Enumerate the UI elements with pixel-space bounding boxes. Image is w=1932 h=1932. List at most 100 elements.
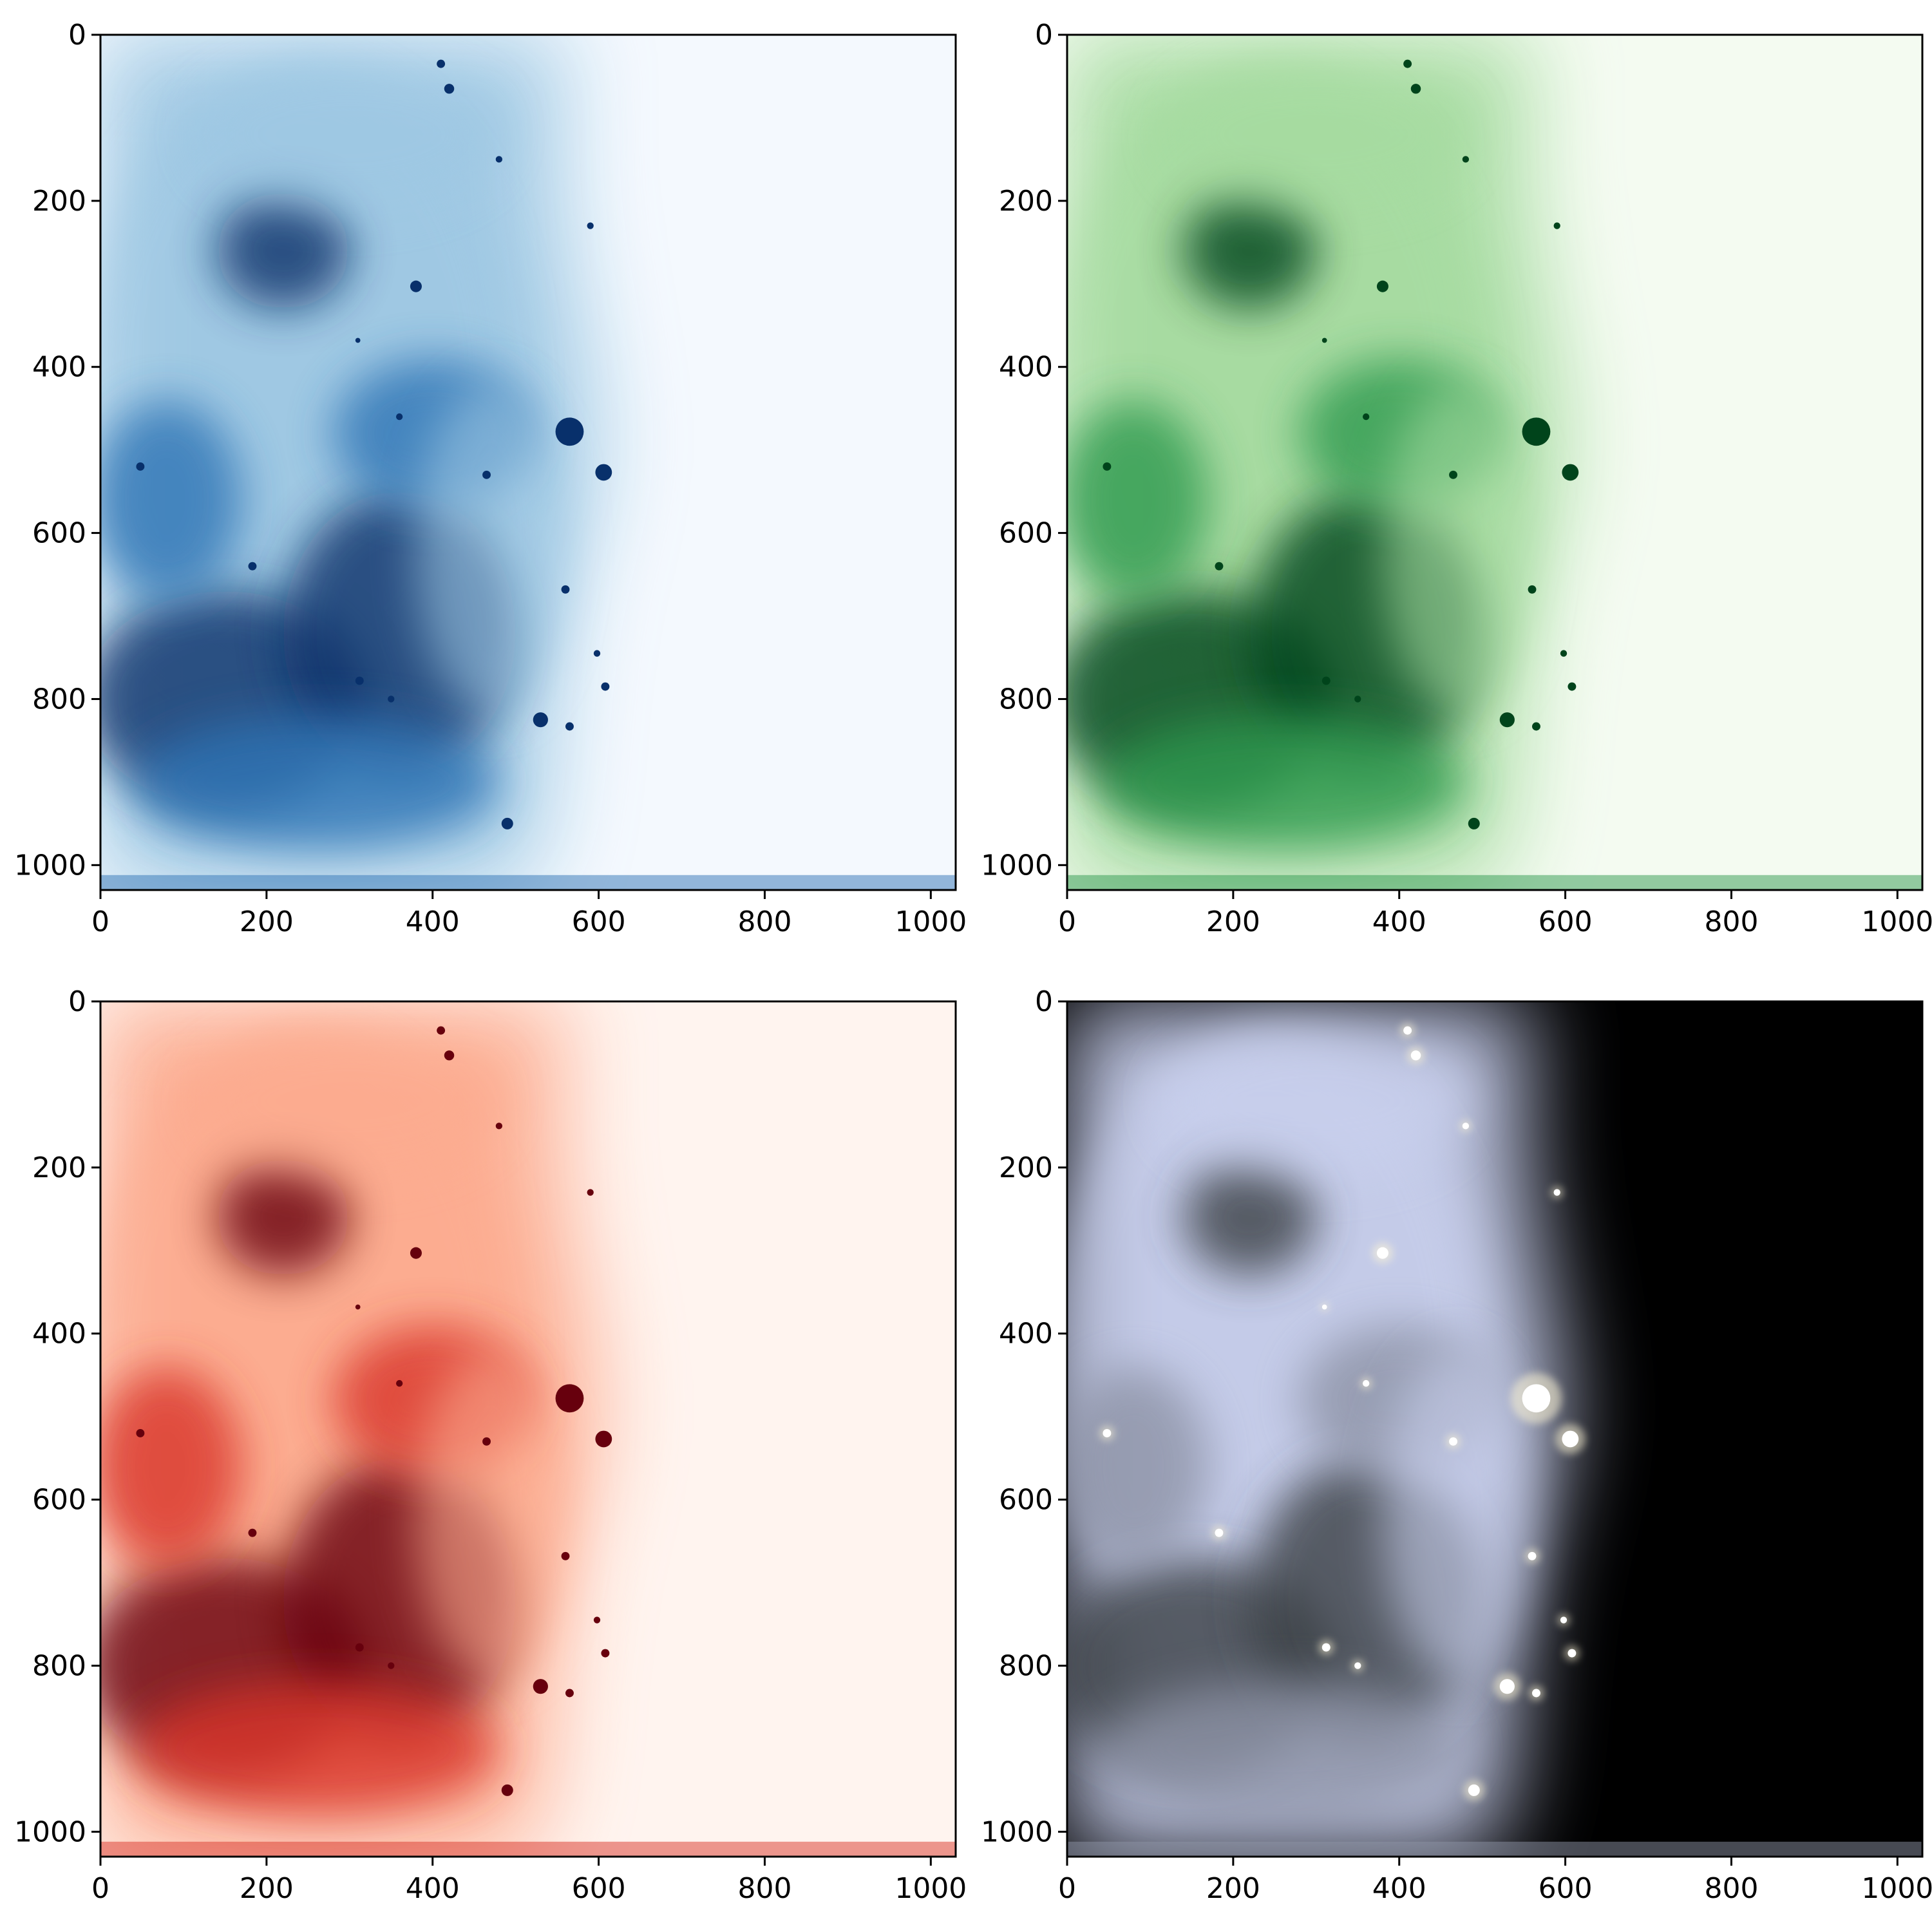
stars-composite [1099,1023,1586,1801]
x-tick-label-composite-0: 0 [1058,1872,1076,1905]
star-red-14 [495,1122,503,1130]
nebula-image-red [100,1001,956,1857]
x-tick-label-red-3: 600 [572,1872,626,1905]
panel-red: 0 200 400 600 800 1000 0 200 400 600 800 1000 [14,985,967,1905]
star-blue-9 [561,585,570,594]
star-blue-4 [595,464,612,481]
star-blue-13 [587,222,594,229]
star-blue-14 [495,156,503,163]
nebula-feature-composite-6 [1166,1026,1466,1176]
star-blue-5 [533,712,548,728]
detector-edge-green [1067,875,1922,890]
star-blue-15 [355,337,361,343]
nebula-feature-blue-7 [133,715,499,849]
star-composite-9 [1528,1551,1537,1560]
y-axis-blue: 0 200 400 600 800 1000 [14,19,100,882]
star-green-1 [1410,84,1421,94]
y-tick-label-green-4: 800 [999,683,1053,715]
y-tick-label-blue-4: 800 [32,683,86,715]
y-tick-label-red-1: 200 [32,1151,86,1184]
nebula-image-blue [100,35,956,890]
nebula-feature-red-5 [100,1367,242,1566]
star-composite-19 [1354,1662,1361,1669]
star-green-15 [1321,337,1327,343]
star-blue-6 [501,817,513,829]
axes-frame-green [1066,33,1924,891]
star-red-17 [482,1437,491,1446]
stars-red [136,1026,612,1796]
x-tick-label-composite-2: 400 [1372,1872,1426,1905]
y-tick-label-composite-1: 200 [999,1151,1053,1184]
y-tick-label-red-4: 800 [32,1649,86,1682]
y-tick-label-green-5: 1000 [981,849,1053,882]
y-axis-green: 0 200 400 600 800 1000 [981,19,1067,882]
axes-frame-blue [99,33,957,891]
star-blue-2 [410,280,422,292]
star-green-2 [1376,280,1388,292]
nebula-feature-red-7 [133,1682,499,1815]
x-tick-label-red-2: 400 [406,1872,460,1905]
y-tick-label-blue-3: 600 [32,517,86,550]
axes-frame-red [99,1000,957,1858]
star-red-3 [555,1384,584,1413]
nebula-feature-red-3 [216,1159,350,1276]
x-tick-label-green-2: 400 [1372,905,1426,938]
star-composite-5 [1499,1679,1515,1694]
y-tick-label-composite-2: 400 [999,1318,1053,1350]
x-tick-label-composite-1: 200 [1206,1872,1260,1905]
star-red-18 [355,1643,364,1652]
x-tick-label-composite-3: 600 [1539,1872,1593,1905]
stars-green [1103,59,1579,829]
star-red-9 [561,1551,570,1560]
panel-green: 0 200 400 600 800 1000 0 200 400 600 800 1000 [981,19,1932,938]
star-red-0 [437,1026,446,1035]
axes-frame-composite [1066,1000,1924,1858]
y-tick-label-red-2: 400 [32,1318,86,1350]
star-blue-3 [555,417,584,446]
star-green-17 [1449,470,1457,479]
nebula-feature-blue-5 [100,400,242,600]
star-green-14 [1462,156,1470,163]
star-blue-1 [444,84,455,94]
y-tick-label-green-0: 0 [1035,19,1053,52]
star-composite-8 [1215,1528,1224,1537]
star-green-4 [1562,464,1579,481]
y-tick-label-blue-5: 1000 [14,849,86,882]
nebula-feature-blue-3 [216,192,350,309]
x-tick-label-blue-3: 600 [572,905,626,938]
star-green-5 [1499,712,1515,728]
star-composite-11 [1567,1649,1577,1658]
star-red-6 [501,1784,513,1796]
nebula-feature-blue-8 [415,383,566,716]
star-green-11 [1567,682,1577,691]
star-blue-0 [437,59,446,68]
detector-edge-blue [100,875,956,890]
y-tick-label-green-3: 600 [999,517,1053,550]
star-green-7 [1103,462,1112,471]
x-tick-label-red-4: 800 [737,1872,791,1905]
nebula-image-composite [1067,1001,1922,1857]
x-tick-label-blue-5: 1000 [895,905,967,938]
star-blue-11 [601,682,610,691]
x-axis-red: 0 200 400 600 800 1000 [91,1857,967,1905]
star-composite-6 [1468,1784,1480,1796]
nebula-feature-green-3 [1183,192,1316,309]
star-green-16 [1362,413,1370,421]
star-green-19 [1354,696,1361,703]
star-composite-2 [1376,1247,1388,1259]
y-tick-label-composite-5: 1000 [981,1815,1053,1848]
star-composite-13 [1553,1189,1560,1196]
x-tick-label-green-3: 600 [1539,905,1593,938]
star-green-18 [1321,676,1331,685]
star-red-13 [587,1189,594,1196]
x-axis-blue: 0 200 400 600 800 1000 [91,890,967,938]
stars-blue [136,59,612,829]
star-green-13 [1553,222,1560,229]
star-composite-18 [1321,1643,1331,1652]
y-tick-label-composite-3: 600 [999,1484,1053,1517]
star-red-15 [355,1304,361,1310]
nebula-feature-composite-3 [1183,1159,1316,1276]
star-blue-17 [482,470,491,479]
x-tick-label-red-0: 0 [91,1872,109,1905]
star-composite-14 [1462,1122,1470,1130]
